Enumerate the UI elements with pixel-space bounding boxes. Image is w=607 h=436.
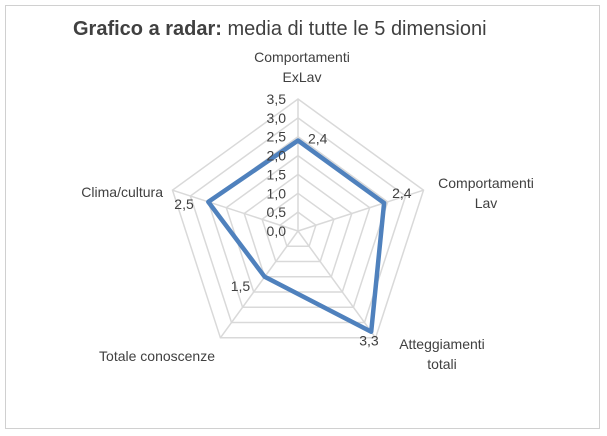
tick-label: 3,5 [267, 91, 287, 107]
tick-label: 0,5 [267, 204, 287, 220]
data-label: 2,4 [392, 185, 412, 201]
tick-label: 2,0 [267, 148, 287, 164]
grid-spoke-2 [297, 230, 377, 339]
tick-label: 1,0 [267, 185, 287, 201]
grid-ring-2 [261, 192, 335, 263]
data-label: 2,4 [308, 131, 328, 147]
grid-ring-6 [189, 116, 407, 324]
category-label: Clima/cultura [81, 184, 163, 200]
grid-spoke-4 [172, 189, 299, 232]
category-label: Totale conoscenze [99, 348, 215, 364]
category-label: Comportamenti Lav [438, 175, 534, 211]
grid-ring-1 [279, 211, 317, 248]
series-line [206, 138, 387, 334]
category-label: Comportamenti ExLav [254, 49, 350, 85]
grid-spoke-1 [297, 189, 424, 232]
chart-frame [5, 5, 600, 429]
data-label: 1,5 [231, 278, 251, 294]
grid-ring-3 [243, 173, 353, 278]
tick-label: 0,0 [267, 223, 287, 239]
category-label: Atteggiamenti totali [399, 336, 485, 372]
tick-label: 2,5 [267, 129, 287, 145]
tick-label: 3,0 [267, 110, 287, 126]
chart-title: Grafico a radar: media di tutte le 5 dim… [73, 18, 487, 41]
grid-ring-7 [171, 98, 425, 339]
chart-title-rest: media di tutte le 5 dimensioni [221, 18, 487, 40]
data-label: 3,3 [359, 333, 379, 349]
data-label: 2,5 [174, 196, 194, 212]
chart-title-bold: Grafico a radar: [73, 18, 222, 40]
grid-spoke-3 [219, 230, 299, 339]
tick-label: 1,5 [267, 166, 287, 182]
